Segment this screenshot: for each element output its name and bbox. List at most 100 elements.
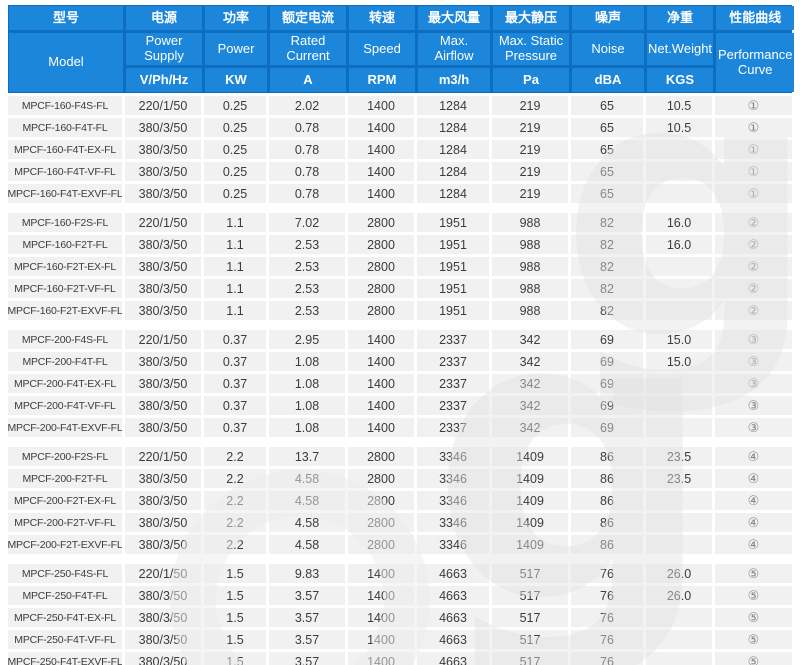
cell-net-weight	[646, 396, 712, 415]
cell-model: MPCF-200-F4S-FL	[8, 330, 122, 349]
cell-noise: 86	[571, 535, 643, 554]
cell-performance-curve: ②	[715, 257, 792, 276]
cell-power: 0.25	[204, 118, 266, 137]
cell-performance-curve: ①	[715, 184, 792, 203]
cell-performance-curve: ②	[715, 279, 792, 298]
cell-max-static-pressure: 517	[492, 630, 568, 649]
cell-rated-current: 2.53	[269, 235, 345, 254]
cell-speed: 1400	[348, 352, 414, 371]
header-rated-current-zh: 额定电流	[270, 6, 346, 30]
cell-performance-curve: ③	[715, 352, 792, 371]
cell-power: 0.37	[204, 352, 266, 371]
header-rated-current-en: Rated Current	[270, 33, 346, 65]
cell-max-static-pressure: 342	[492, 330, 568, 349]
cell-rated-current: 3.57	[269, 630, 345, 649]
cell-speed: 1400	[348, 184, 414, 203]
cell-speed: 2800	[348, 535, 414, 554]
cell-max-airflow: 1951	[417, 235, 489, 254]
cell-max-airflow: 1284	[417, 184, 489, 203]
cell-rated-current: 1.08	[269, 352, 345, 371]
cell-power-supply: 380/3/50	[125, 652, 201, 665]
cell-max-static-pressure: 342	[492, 374, 568, 393]
cell-speed: 1400	[348, 418, 414, 437]
cell-max-airflow: 2337	[417, 352, 489, 371]
cell-power-supply: 220/1/50	[125, 447, 201, 466]
cell-performance-curve: ①	[715, 140, 792, 159]
cell-net-weight	[646, 140, 712, 159]
cell-power: 1.1	[204, 301, 266, 320]
cell-rated-current: 9.83	[269, 564, 345, 583]
cell-net-weight	[646, 418, 712, 437]
cell-noise: 69	[571, 374, 643, 393]
cell-noise: 76	[571, 608, 643, 627]
cell-power-supply: 380/3/50	[125, 279, 201, 298]
cell-performance-curve: ②	[715, 213, 792, 232]
cell-model: MPCF-200-F4T-VF-FL	[8, 396, 122, 415]
cell-model: MPCF-200-F2T-FL	[8, 469, 122, 488]
cell-power: 1.5	[204, 608, 266, 627]
cell-net-weight	[646, 162, 712, 181]
cell-max-airflow: 2337	[417, 374, 489, 393]
cell-model: MPCF-160-F2S-FL	[8, 213, 122, 232]
cell-model: MPCF-200-F2S-FL	[8, 447, 122, 466]
cell-max-airflow: 1951	[417, 301, 489, 320]
cell-speed: 2800	[348, 301, 414, 320]
cell-rated-current: 3.57	[269, 608, 345, 627]
cell-power-supply: 380/3/50	[125, 418, 201, 437]
cell-max-airflow: 1284	[417, 140, 489, 159]
cell-power-supply: 220/1/50	[125, 96, 201, 115]
header-max-airflow-unit: m3/h	[418, 68, 490, 92]
cell-performance-curve: ②	[715, 235, 792, 254]
row-group: MPCF-250-F4S-FL 220/1/50 1.5 9.83 1400 4663 51…	[8, 564, 792, 665]
cell-performance-curve: ①	[715, 118, 792, 137]
cell-rated-current: 0.78	[269, 140, 345, 159]
header-speed-en: Speed	[349, 33, 415, 65]
cell-max-airflow: 3346	[417, 469, 489, 488]
cell-max-static-pressure: 517	[492, 586, 568, 605]
cell-net-weight	[646, 535, 712, 554]
cell-noise: 82	[571, 235, 643, 254]
cell-power: 0.37	[204, 396, 266, 415]
header-speed-unit: RPM	[349, 68, 415, 92]
cell-max-static-pressure: 517	[492, 608, 568, 627]
cell-max-airflow: 1951	[417, 279, 489, 298]
cell-noise: 65	[571, 96, 643, 115]
header-max-static-zh: 最大静压	[493, 6, 569, 30]
cell-max-static-pressure: 219	[492, 118, 568, 137]
cell-rated-current: 4.58	[269, 491, 345, 510]
cell-speed: 2800	[348, 235, 414, 254]
cell-net-weight: 16.0	[646, 213, 712, 232]
cell-power: 1.1	[204, 235, 266, 254]
cell-noise: 69	[571, 418, 643, 437]
cell-power-supply: 380/3/50	[125, 608, 201, 627]
cell-power-supply: 380/3/50	[125, 235, 201, 254]
cell-noise: 69	[571, 330, 643, 349]
cell-speed: 2800	[348, 513, 414, 532]
header-perf-curve-en: Performance Curve	[716, 33, 795, 92]
cell-rated-current: 1.08	[269, 396, 345, 415]
header-noise-zh: 噪声	[572, 6, 644, 30]
cell-performance-curve: ③	[715, 330, 792, 349]
cell-performance-curve: ⑤	[715, 652, 792, 665]
cell-rated-current: 7.02	[269, 213, 345, 232]
cell-noise: 82	[571, 279, 643, 298]
header-max-static-en: Max. Static Pressure	[493, 33, 569, 65]
cell-max-airflow: 1284	[417, 162, 489, 181]
cell-max-airflow: 2337	[417, 396, 489, 415]
cell-noise: 76	[571, 652, 643, 665]
cell-max-static-pressure: 1409	[492, 513, 568, 532]
cell-power-supply: 380/3/50	[125, 586, 201, 605]
fan-spec-table: 型号 电源 功率 额定电流 转速 最大风量 最大静压 噪声 净重 性能曲线 Mo…	[8, 5, 795, 665]
cell-performance-curve: ①	[715, 162, 792, 181]
cell-noise: 86	[571, 447, 643, 466]
cell-model: MPCF-160-F4T-EXVF-FL	[8, 184, 122, 203]
cell-rated-current: 2.53	[269, 257, 345, 276]
table-header: 型号 电源 功率 额定电流 转速 最大风量 最大静压 噪声 净重 性能曲线 Mo…	[8, 5, 795, 93]
cell-power: 0.25	[204, 184, 266, 203]
cell-performance-curve: ④	[715, 491, 792, 510]
header-power-supply-zh: 电源	[126, 6, 202, 30]
cell-model: MPCF-200-F2T-VF-FL	[8, 513, 122, 532]
cell-rated-current: 2.53	[269, 279, 345, 298]
cell-power: 2.2	[204, 491, 266, 510]
cell-max-airflow: 2337	[417, 418, 489, 437]
